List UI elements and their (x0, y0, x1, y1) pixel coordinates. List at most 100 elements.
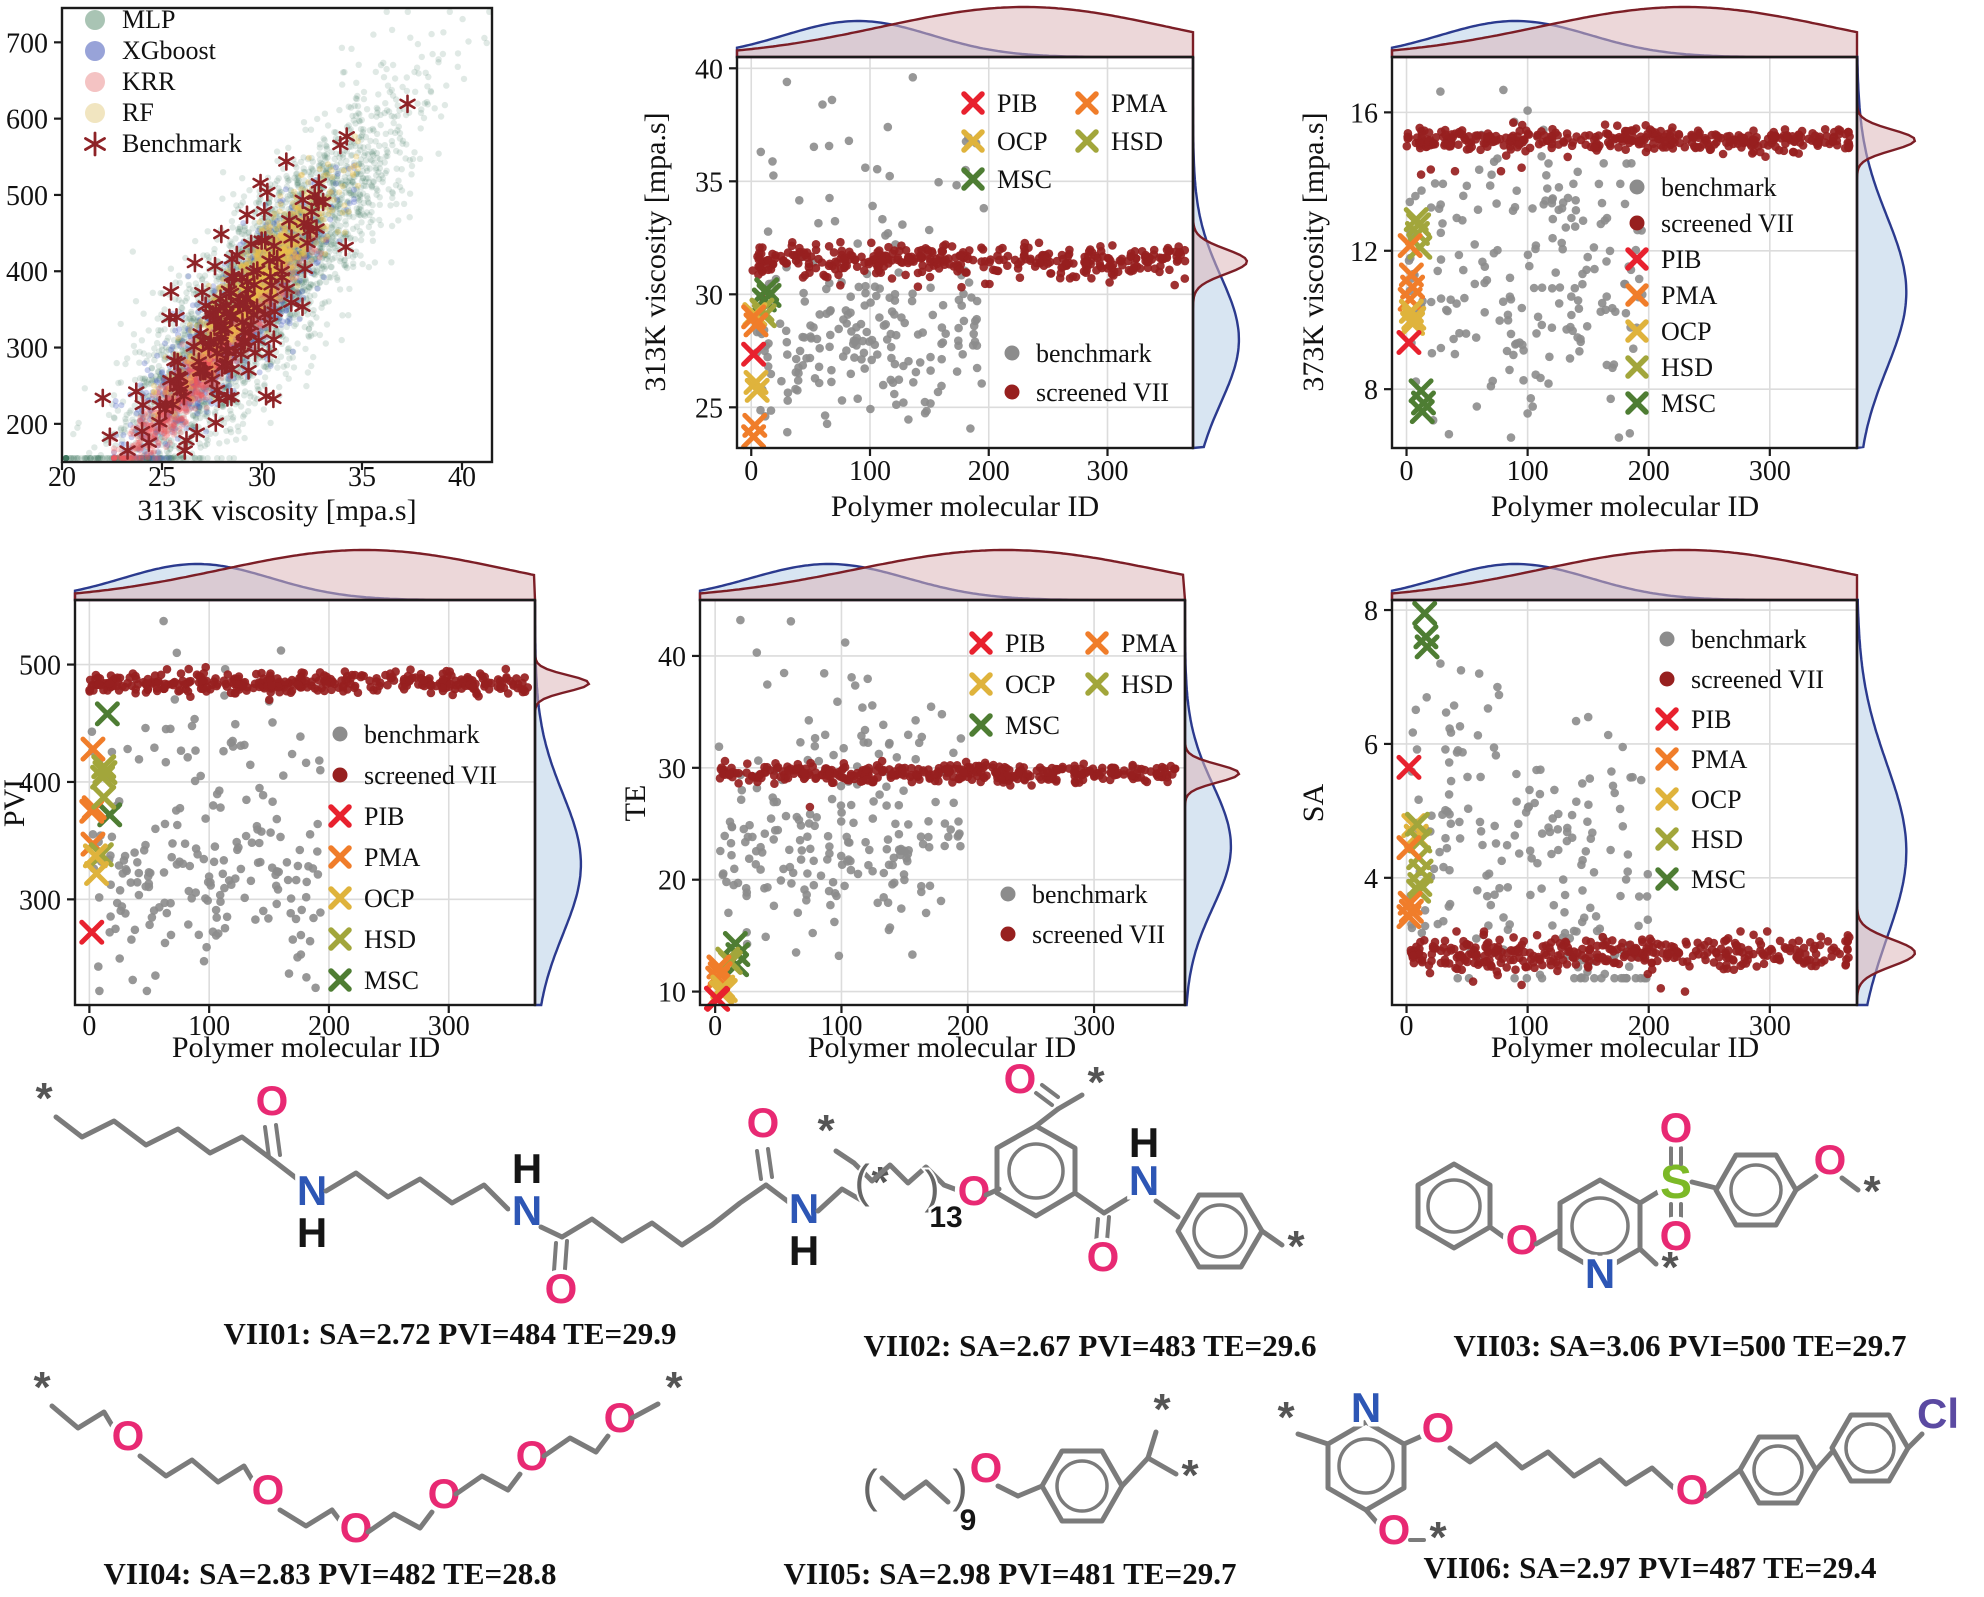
bond (1637, 1189, 1661, 1206)
panel-sa: 0 100 200 300 4 6 8 Polymer molecular ID SA bench… (1285, 535, 1984, 1075)
bond (1295, 1431, 1331, 1447)
bond (1015, 1483, 1045, 1499)
nitrogen-atom-label: N (297, 1167, 327, 1214)
attachment-star: * (1661, 1243, 1679, 1292)
hydrogen-atom-label: H (1129, 1119, 1159, 1166)
screened-points (715, 756, 1180, 812)
attachment-star: * (1181, 1451, 1199, 1500)
molecule-caption-vii04: VII04: SA=2.83 PVI=482 TE=28.8 (103, 1556, 557, 1591)
molecule-structure-vii06: * N O O O * Cl (1275, 1380, 1963, 1565)
oxygen-atom-label: O (112, 1412, 145, 1459)
molecule-structure-vii04: * O O O O O O * (31, 1361, 685, 1556)
bond (1119, 1455, 1151, 1489)
bond (1905, 1431, 1925, 1451)
aromatic-circle (1055, 1459, 1109, 1513)
aromatic-circle (1570, 1196, 1630, 1256)
alkyl-chain-bond (323, 1170, 511, 1212)
molecule-structure-vii03: O N S O O O * * (1415, 1100, 1883, 1302)
oxygen-atom-label: O (958, 1167, 991, 1214)
bond (1703, 1467, 1743, 1499)
reference-vii-markers (1396, 600, 1440, 930)
oxygen-atom-label: O (1506, 1216, 1539, 1263)
screened-points (1402, 118, 1854, 179)
nitrogen-atom-label: N (1351, 1384, 1381, 1431)
benzene-ring (994, 1123, 1078, 1219)
bond (1055, 1092, 1085, 1112)
alkyl-chain-bond (49, 1403, 119, 1435)
repeat-bracket: ) (952, 1460, 967, 1512)
oxygen-atom-label: O (1087, 1233, 1120, 1280)
attachment-star: * (1863, 1167, 1881, 1216)
bond (1533, 1227, 1563, 1247)
alkyl-chain-bond (815, 1186, 869, 1214)
molecule-structure-vii02: * ( ) 13 O O * O N H * (815, 1051, 1307, 1285)
oxygen-atom-label: O (252, 1466, 285, 1513)
double-bond (1034, 1091, 1054, 1107)
bond (1363, 1507, 1383, 1529)
gridlines (1392, 57, 1857, 448)
bond (1259, 1228, 1285, 1248)
alkyl-chain-bond (833, 1148, 963, 1194)
oxygen-atom-label: O (1814, 1136, 1847, 1183)
bond (1153, 1198, 1181, 1220)
bond (271, 1158, 303, 1184)
bond (995, 1483, 1021, 1499)
double-bond (766, 1147, 774, 1179)
attachment-star: * (35, 1074, 53, 1123)
oxygen-atom-label: O (1660, 1212, 1693, 1259)
marginal-densities (73, 548, 591, 1007)
oxygen-atom-label: O (1378, 1506, 1411, 1553)
aromatic-circle (1426, 1178, 1482, 1234)
double-bond (563, 1239, 569, 1271)
alkyl-chain-bond (1447, 1441, 1677, 1491)
oxygen-atom-label: O (256, 1077, 289, 1124)
bond (1033, 1106, 1061, 1129)
hydrogen-atom-label: H (789, 1227, 819, 1274)
aromatic-circle (1729, 1163, 1783, 1217)
bond (1793, 1173, 1819, 1193)
hydrogen-atom-label: H (297, 1209, 327, 1256)
aromatic-circle (1337, 1437, 1395, 1495)
sulfur-atom-label: S (1660, 1156, 1692, 1209)
bond (1145, 1455, 1179, 1477)
benzene-ring (1415, 1161, 1493, 1251)
alkyl-chain-bond (559, 1182, 769, 1248)
double-bond (1105, 1215, 1111, 1243)
nitrogen-atom-label: N (1585, 1250, 1615, 1297)
repeat-bracket: ( (854, 1155, 870, 1207)
alkyl-chain-bond (365, 1509, 435, 1535)
bond (1637, 1246, 1659, 1267)
panel-313k-viscosity: 0 100 200 300 25 30 35 40 Polymer molecular ID 31… (540, 0, 1285, 535)
hydrogen-atom-label: H (512, 1145, 542, 1192)
molecule-caption-vii03: VII03: SA=3.06 PVI=500 TE=29.7 (1453, 1328, 1907, 1363)
alkyl-chain-bond (53, 1114, 277, 1164)
reference-vii-markers (79, 701, 123, 945)
alkyl-chain-bond (137, 1453, 259, 1489)
bond (1401, 1433, 1425, 1447)
alkyl-chain-bond (277, 1507, 347, 1529)
alkyl-chain-bond (629, 1401, 661, 1421)
repeat-bracket: ( (862, 1460, 878, 1512)
aromatic-circle (1844, 1422, 1896, 1474)
oxygen-atom-label: O (545, 1265, 578, 1312)
reference-vii-markers (703, 930, 751, 1012)
oxygen-atom-label: O (1676, 1466, 1709, 1513)
marginal-densities (1390, 5, 1917, 450)
oxygen-atom-label: O (1422, 1404, 1455, 1451)
